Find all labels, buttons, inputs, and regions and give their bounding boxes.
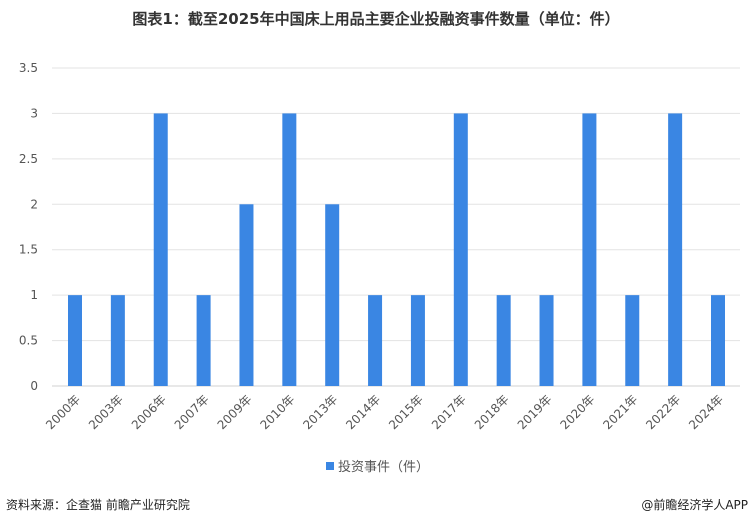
x-tick-label: 2017年 <box>429 392 469 432</box>
bar <box>153 113 168 386</box>
y-tick-label: 2.5 <box>19 152 38 166</box>
x-tick-label: 2009年 <box>215 392 255 432</box>
x-tick-label: 2024年 <box>686 392 726 432</box>
source-note: 资料来源：企查猫 前瞻产业研究院 <box>6 498 190 512</box>
bar <box>539 295 554 386</box>
bar <box>711 295 725 386</box>
y-tick-label: 3 <box>30 106 38 120</box>
bar-chart: 0 0.5 1 1.5 2 2.5 3 3.5 2000年 2003年 2006年 2007年 2009… <box>19 61 740 475</box>
y-tick-label: 1 <box>30 288 38 302</box>
x-tick-label: 2000年 <box>43 392 83 432</box>
bar <box>410 295 425 386</box>
bar <box>196 295 211 386</box>
bar <box>368 295 383 386</box>
credit-note: @前瞻经济学人APP <box>641 498 748 512</box>
x-tick-label: 2019年 <box>515 392 555 432</box>
x-tick-label: 2013年 <box>300 392 340 432</box>
x-tick-label: 2015年 <box>386 392 426 432</box>
y-tick-label: 3.5 <box>19 61 38 75</box>
bar <box>239 204 254 386</box>
y-tick-label: 2 <box>30 197 38 211</box>
bar <box>625 295 640 386</box>
bar <box>110 295 125 386</box>
bar <box>325 204 340 386</box>
y-tick-label: 1.5 <box>19 243 38 257</box>
x-tick-label: 2018年 <box>472 392 512 432</box>
x-tick-label: 2003年 <box>86 392 126 432</box>
bar <box>668 113 683 386</box>
chart-title: 图表1：截至2025年中国床上用品主要企业投融资事件数量（单位：件） <box>132 10 620 28</box>
x-tick-label: 2007年 <box>172 392 212 432</box>
bar <box>68 295 82 386</box>
x-tick-label: 2014年 <box>343 392 383 432</box>
legend-label: 投资事件（件） <box>338 459 429 475</box>
bar <box>282 113 297 386</box>
x-tick-label: 2022年 <box>643 392 683 432</box>
legend-swatch <box>326 462 334 470</box>
x-tick-label: 2020年 <box>558 392 598 432</box>
bar <box>496 295 511 386</box>
bar <box>582 113 597 386</box>
x-tick-label: 2021年 <box>600 392 640 432</box>
y-tick-label: 0.5 <box>19 334 38 348</box>
y-tick-label: 0 <box>30 379 38 393</box>
bar <box>453 113 468 386</box>
x-tick-label: 2006年 <box>129 392 169 432</box>
x-tick-label: 2010年 <box>257 392 297 432</box>
